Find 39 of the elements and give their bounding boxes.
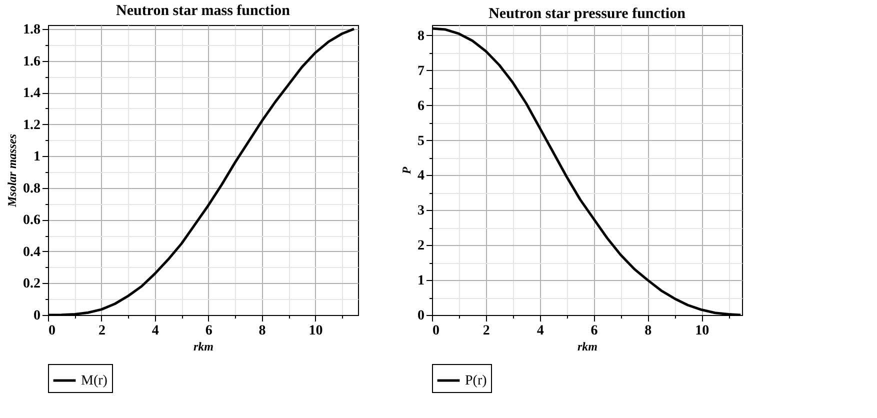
chart-title: Neutron star mass function <box>116 2 291 19</box>
x-tick-label: 0 <box>432 324 440 338</box>
y-tick-label: 1.4 <box>23 86 40 102</box>
x-tick-label: 8 <box>258 324 266 338</box>
y-tick-label: 3 <box>418 204 424 219</box>
y-tick-label: 1.2 <box>23 118 40 133</box>
x-tick-label: 2 <box>482 324 490 338</box>
x-axis-title: rkm <box>577 340 598 354</box>
y-tick-label: 1 <box>34 150 40 165</box>
x-tick-label: 4 <box>152 324 159 338</box>
y-tick-label: 0 <box>418 308 424 324</box>
y-axis-title: Msolar masses <box>5 134 19 208</box>
y-tick-label: 0.4 <box>23 244 40 260</box>
y-tick-label: 4 <box>418 168 424 184</box>
y-tick-label: 1.6 <box>23 54 40 70</box>
y-axis-title: P <box>400 166 414 174</box>
y-tick-label: 0.6 <box>23 213 40 228</box>
y-tick-label: 0.8 <box>23 181 40 196</box>
x-axis-title: rkm <box>193 340 214 354</box>
chart-title: Neutron star pressure function <box>488 6 686 22</box>
x-tick-label: 10 <box>308 324 323 338</box>
y-tick-label: 0 <box>34 308 40 324</box>
y-tick-label: 8 <box>418 28 424 44</box>
x-tick-label: 6 <box>205 324 212 338</box>
legend-label: M(r) <box>81 374 108 388</box>
y-tick-label: 5 <box>418 134 424 149</box>
y-tick-label: 7 <box>418 64 424 79</box>
x-tick-label: 2 <box>98 324 106 338</box>
x-tick-label: 6 <box>590 324 598 338</box>
x-tick-label: 0 <box>48 324 56 338</box>
x-tick-label: 8 <box>644 324 652 338</box>
y-tick-label: 1.8 <box>23 22 40 38</box>
y-tick-label: 0.2 <box>23 276 40 292</box>
y-tick-label: 2 <box>418 238 424 254</box>
x-tick-label: 4 <box>536 324 544 338</box>
y-tick-label: 6 <box>418 98 424 114</box>
y-tick-label: 1 <box>418 274 424 289</box>
legend-label: P(r) <box>465 374 488 388</box>
x-tick-label: 10 <box>695 324 710 338</box>
